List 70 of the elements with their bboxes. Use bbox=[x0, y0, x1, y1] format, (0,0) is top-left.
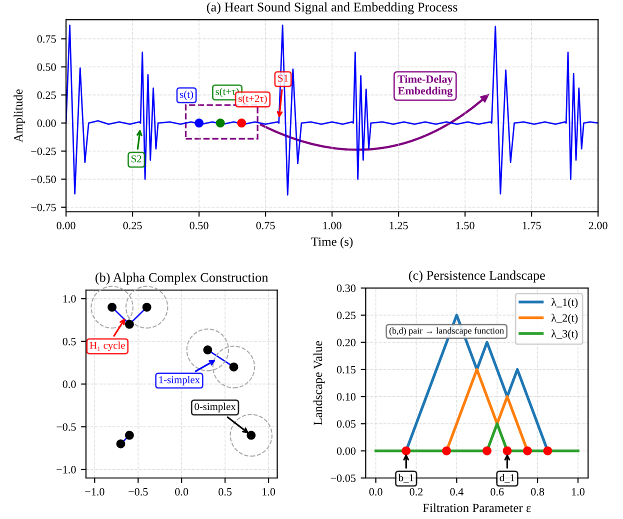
annotation: S2 bbox=[132, 155, 142, 162]
x-tick-label: 1.50 bbox=[456, 222, 474, 230]
y-tick-label: 0.00 bbox=[37, 120, 56, 128]
y-tick-label: 0.75 bbox=[37, 35, 56, 43]
point bbox=[124, 320, 134, 329]
x-tick-label: 2.00 bbox=[588, 222, 608, 230]
y-tick-label: 0.15 bbox=[336, 366, 356, 374]
y-tick-label: 0.25 bbox=[37, 91, 56, 99]
annotation: s(t+τ) bbox=[216, 88, 239, 98]
legend-label: λ_1(t) bbox=[551, 298, 578, 308]
x-tick-label: 0.8 bbox=[531, 488, 544, 496]
x-tick-label: 0.2 bbox=[410, 488, 423, 496]
x-tick-label: 0.4 bbox=[450, 488, 464, 496]
point bbox=[229, 362, 238, 372]
x-tick-label: 1.00 bbox=[323, 222, 342, 230]
line-series bbox=[66, 24, 598, 196]
y-axis-title: Amplitude bbox=[14, 89, 26, 142]
x-tick-label: 0.75 bbox=[256, 222, 275, 230]
y-tick-label: −0.05 bbox=[330, 474, 356, 482]
point bbox=[142, 302, 152, 312]
y-tick-label: 0.30 bbox=[336, 284, 356, 292]
point bbox=[108, 302, 117, 312]
y-tick-label: −0.75 bbox=[31, 204, 56, 212]
legend-label: λ_2(t) bbox=[551, 314, 578, 324]
y-tick-label: 0.0 bbox=[62, 380, 76, 388]
x-tick-label: 0.6 bbox=[490, 488, 504, 496]
x-tick-label: −0.5 bbox=[128, 488, 148, 496]
annotation: (b,d) pair → landscape function bbox=[389, 327, 504, 336]
y-tick-label: 0.50 bbox=[37, 63, 56, 71]
x-tick-label: 0.50 bbox=[190, 222, 208, 230]
chart-title: (c) Persistence Landscape bbox=[408, 270, 545, 283]
x-tick-label: 1.0 bbox=[262, 488, 276, 496]
y-tick-label: 0.05 bbox=[336, 420, 356, 428]
point bbox=[116, 439, 126, 448]
x-tick-label: 0.0 bbox=[369, 488, 382, 496]
annotation: b_1 bbox=[398, 474, 414, 482]
y-tick-label: −0.50 bbox=[31, 176, 56, 184]
x-axis-title: Time (s) bbox=[311, 237, 353, 248]
y-tick-label: −0.25 bbox=[31, 148, 56, 156]
annotation: H₁ cycle bbox=[90, 342, 125, 352]
annotation: s(t+2τ) bbox=[238, 94, 267, 104]
point bbox=[124, 430, 134, 440]
x-tick-label: −1.0 bbox=[85, 488, 104, 496]
chart-title: (a) Heart Sound Signal and Embedding Process bbox=[206, 2, 458, 14]
x-tick-label: 0.5 bbox=[218, 488, 232, 496]
y-tick-label: 0.10 bbox=[336, 393, 356, 401]
annotation: Time-Delay Embedding bbox=[398, 75, 453, 97]
y-tick-label: 0.25 bbox=[336, 312, 356, 320]
y-tick-label: −1.0 bbox=[56, 466, 76, 474]
x-tick-label: 0.25 bbox=[123, 222, 142, 230]
x-axis-title: Filtration Parameter ε bbox=[422, 503, 531, 512]
chart-title: (b) Alpha Complex Construction bbox=[96, 272, 268, 285]
annotation: S1 bbox=[278, 74, 288, 82]
point bbox=[203, 345, 212, 354]
y-tick-label: 0.00 bbox=[336, 447, 356, 455]
point bbox=[246, 430, 256, 440]
y-tick-label: 0.20 bbox=[336, 338, 356, 346]
x-tick-label: 1.0 bbox=[572, 488, 585, 496]
legend-label: λ_3(t) bbox=[551, 330, 578, 340]
x-tick-label: 1.25 bbox=[390, 222, 408, 230]
y-tick-label: 1.0 bbox=[63, 295, 76, 303]
y-tick-label: 0.5 bbox=[62, 338, 76, 346]
x-tick-label: 0.0 bbox=[175, 488, 188, 496]
y-tick-label: −0.5 bbox=[56, 423, 76, 431]
y-axis-title: Landscape Value bbox=[313, 341, 325, 426]
annotation: 1-simplex bbox=[159, 376, 200, 386]
annotation: d_1 bbox=[500, 474, 514, 482]
annotation: 0-simplex bbox=[194, 402, 236, 412]
annotation: s(t) bbox=[180, 90, 194, 100]
x-tick-label: 1.75 bbox=[522, 222, 541, 230]
